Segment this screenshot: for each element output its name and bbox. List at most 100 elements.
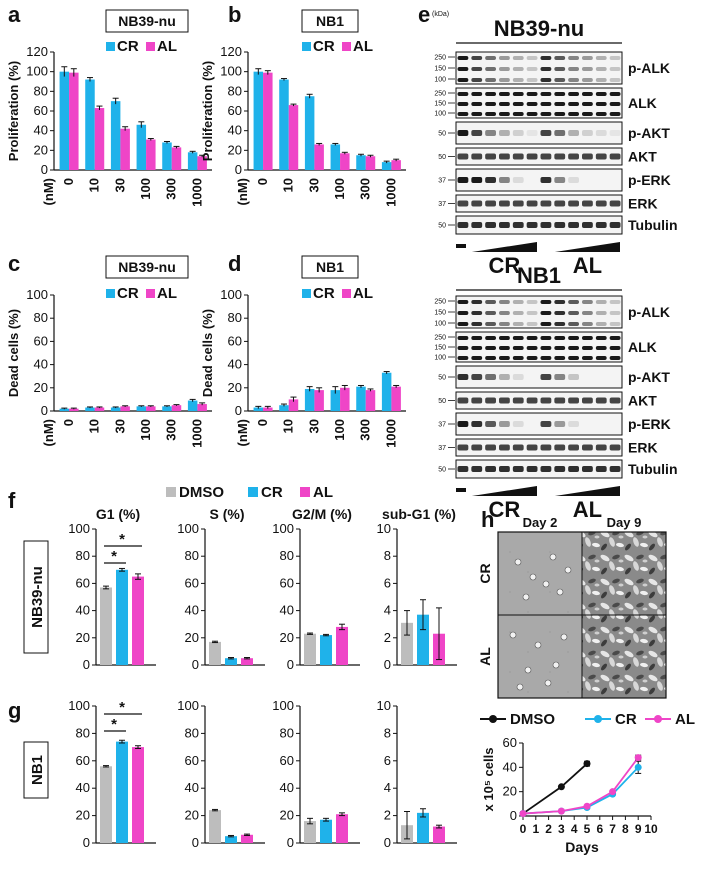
blot-strip: ALK 250 150 100 bbox=[434, 331, 657, 363]
y-tick-label: 20 bbox=[228, 380, 242, 395]
legend-label-al: AL bbox=[675, 711, 695, 728]
blot-band bbox=[595, 336, 607, 340]
bar-cr bbox=[116, 741, 128, 843]
y-tick-label: 40 bbox=[76, 780, 90, 795]
blot-band bbox=[582, 322, 593, 326]
blot-band bbox=[471, 346, 483, 350]
blot-band bbox=[457, 177, 469, 183]
bar-cr bbox=[59, 408, 70, 411]
blot-band bbox=[554, 300, 566, 304]
y-tick-label: 100 bbox=[68, 521, 90, 536]
blot-band bbox=[609, 92, 621, 96]
x-tick-label: 0 bbox=[255, 419, 270, 426]
y-tick-label: 0 bbox=[510, 808, 517, 823]
blot-band bbox=[499, 92, 510, 96]
x-tick-label: 10 bbox=[281, 178, 296, 192]
blot-band bbox=[457, 112, 469, 116]
legend-swatch-cr bbox=[248, 487, 258, 497]
blot-band bbox=[512, 311, 524, 315]
x-tick-label: 0 bbox=[520, 822, 527, 836]
blot-band bbox=[471, 444, 483, 451]
blot-band bbox=[526, 300, 538, 304]
blot-band bbox=[568, 444, 579, 451]
y-tick-label: 10 bbox=[377, 521, 391, 536]
blot-band bbox=[526, 67, 538, 71]
x-tick-label: 1000 bbox=[383, 178, 398, 207]
y-tick-label: 40 bbox=[34, 357, 48, 372]
bar-cr bbox=[417, 614, 429, 665]
blot-band bbox=[512, 346, 524, 350]
blot-band bbox=[512, 466, 524, 472]
blot-band bbox=[471, 67, 483, 71]
cell bbox=[560, 633, 568, 641]
blot-band bbox=[554, 336, 566, 340]
bar-dmso bbox=[100, 587, 112, 665]
blot-band bbox=[568, 322, 579, 326]
blot-band bbox=[526, 322, 538, 326]
blot-band bbox=[485, 56, 496, 60]
bar-al bbox=[263, 407, 273, 411]
blot-strip-frame bbox=[455, 215, 623, 235]
cell bbox=[522, 593, 530, 601]
significance-star: * bbox=[111, 548, 117, 565]
blot-strip: AKT 50 bbox=[438, 391, 657, 410]
blot-band bbox=[595, 153, 607, 160]
blot-band bbox=[499, 322, 510, 326]
chart-title: S (%) bbox=[210, 506, 245, 522]
y-tick-label: 60 bbox=[228, 103, 242, 118]
bar-cr bbox=[162, 142, 172, 170]
blot-band bbox=[485, 112, 496, 116]
blot-band bbox=[499, 336, 510, 340]
y-tick-label: 100 bbox=[26, 287, 48, 302]
blot-band bbox=[499, 374, 510, 380]
y-tick-label: 60 bbox=[76, 575, 90, 590]
blot-title: NB1 bbox=[517, 263, 561, 288]
blot-band bbox=[499, 153, 510, 160]
blot-band bbox=[540, 112, 552, 116]
y-tick-label: 100 bbox=[220, 287, 242, 302]
legend-label-cr: CR bbox=[615, 711, 637, 728]
blot-band bbox=[471, 374, 483, 380]
y-tick-label: 80 bbox=[34, 310, 48, 325]
blot-band bbox=[526, 346, 538, 350]
mw-marker: 50 bbox=[438, 467, 446, 474]
blot-band bbox=[540, 153, 552, 160]
y-tick-label: 60 bbox=[228, 333, 242, 348]
blot-band bbox=[457, 300, 469, 304]
blot-band bbox=[457, 421, 469, 427]
blot-row-label: ERK bbox=[628, 196, 658, 212]
blot-band bbox=[512, 112, 524, 116]
blot-band bbox=[512, 374, 524, 380]
x-tick-label: 30 bbox=[306, 178, 321, 192]
chart-title: NB39-nu bbox=[118, 13, 176, 29]
blot-band bbox=[526, 466, 538, 472]
blot-band bbox=[609, 56, 621, 60]
blot-strip-frame bbox=[455, 87, 623, 119]
cell bbox=[544, 679, 552, 687]
blot-band bbox=[609, 322, 621, 326]
blot-band bbox=[526, 444, 538, 451]
blot-band bbox=[609, 200, 621, 207]
x-tick-label: 8 bbox=[622, 822, 629, 836]
legend-label-al: AL bbox=[353, 38, 373, 55]
blot-band bbox=[485, 322, 496, 326]
blot-band bbox=[526, 222, 538, 228]
x-tick-label: 0 bbox=[61, 419, 76, 426]
bar-al bbox=[365, 390, 376, 411]
blot-band bbox=[554, 102, 566, 106]
blot-band bbox=[485, 78, 496, 82]
y-tick-label: 0 bbox=[235, 162, 242, 177]
y-tick-label: 20 bbox=[76, 808, 90, 823]
al-dose-wedge bbox=[554, 242, 620, 252]
x-unit-label: (nM) bbox=[41, 419, 56, 446]
blot-band bbox=[499, 177, 510, 183]
blot-band bbox=[595, 92, 607, 96]
cr-dose-wedge bbox=[471, 242, 537, 252]
micrograph-day9 bbox=[582, 615, 666, 698]
legend-label-dmso: DMSO bbox=[510, 711, 555, 728]
blot-strip: AKT 50 bbox=[438, 147, 657, 166]
bar-al bbox=[241, 658, 253, 665]
x-tick-label: 300 bbox=[164, 178, 179, 200]
blot-band bbox=[512, 78, 524, 82]
x-tick-label: 100 bbox=[332, 178, 347, 200]
